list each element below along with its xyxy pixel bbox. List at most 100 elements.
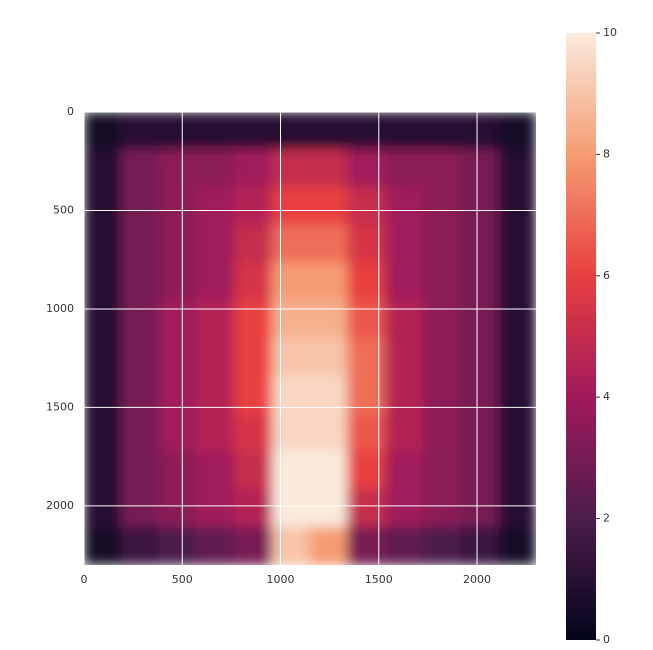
heatmap-cell — [384, 262, 424, 302]
y-tick-label: 2000 — [46, 499, 74, 512]
heatmap-cell — [158, 224, 198, 264]
colorbar-tick-label: 10 — [603, 26, 617, 39]
heatmap-cell — [347, 224, 386, 264]
heatmap-cell — [497, 187, 536, 226]
heatmap-cell — [196, 149, 236, 188]
heatmap-cell — [158, 375, 198, 415]
heatmap-cell — [121, 149, 160, 188]
y-tick-label: 500 — [53, 203, 74, 216]
heatmap-cell — [234, 300, 273, 339]
heatmap-cell — [121, 112, 160, 151]
heatmap-cell — [121, 262, 160, 302]
heatmap-cell — [497, 451, 536, 490]
heatmap-cell — [422, 413, 462, 453]
heatmap-cell — [121, 187, 160, 226]
heatmap-cell — [460, 375, 499, 415]
heatmap-cell — [497, 149, 536, 188]
heatmap-cell — [384, 451, 424, 490]
heatmap-cell — [84, 224, 123, 264]
heatmap-cell — [309, 375, 349, 415]
heatmap-cell — [196, 112, 236, 151]
heatmap-cell — [121, 526, 160, 565]
heatmap-cell — [497, 338, 536, 377]
heatmap-cell — [271, 224, 311, 264]
heatmap-cell — [158, 413, 198, 453]
heatmap-cell — [196, 375, 236, 415]
heatmap-cell — [497, 413, 536, 453]
heatmap-cell — [196, 489, 236, 528]
heatmap-cell — [347, 451, 386, 490]
heatmap-cell — [234, 149, 273, 188]
heatmap-cell — [384, 300, 424, 339]
heatmap-cell — [158, 489, 198, 528]
heatmap-cell — [497, 375, 536, 415]
heatmap-cell — [422, 187, 462, 226]
heatmap-cell — [460, 300, 499, 339]
heatmap-cell — [234, 187, 273, 226]
heatmap-cell — [234, 413, 273, 453]
heatmap-cell — [84, 489, 123, 528]
y-tick-label: 0 — [67, 105, 74, 118]
heatmap-cell — [158, 262, 198, 302]
heatmap-cell — [234, 112, 273, 151]
heatmap-cell — [422, 375, 462, 415]
heatmap-cell — [121, 338, 160, 377]
heatmap-cell — [271, 149, 311, 188]
heatmap-cell — [422, 262, 462, 302]
heatmap-cell — [158, 338, 198, 377]
colorbar-tick-label: 4 — [603, 390, 610, 403]
heatmap-cell — [234, 338, 273, 377]
heatmap-cell — [234, 489, 273, 528]
heatmap-cell — [422, 112, 462, 151]
heatmap-cell — [460, 526, 499, 565]
heatmap-cell — [84, 338, 123, 377]
heatmap-cell — [422, 526, 462, 565]
heatmap-cells — [84, 112, 536, 565]
heatmap-cell — [309, 224, 349, 264]
heatmap-cell — [309, 187, 349, 226]
heatmap-cell — [234, 375, 273, 415]
heatmap-cell — [271, 413, 311, 453]
heatmap-cell — [497, 262, 536, 302]
heatmap-cell — [121, 224, 160, 264]
heatmap-cell — [271, 375, 311, 415]
heatmap-cell — [422, 149, 462, 188]
heatmap-cell — [347, 262, 386, 302]
heatmap-cell — [460, 187, 499, 226]
heatmap-cell — [309, 262, 349, 302]
heatmap-cell — [347, 526, 386, 565]
heatmap-cell — [121, 413, 160, 453]
heatmap-cell — [84, 451, 123, 490]
heatmap-cell — [84, 112, 123, 151]
heatmap-cell — [347, 375, 386, 415]
heatmap-cell — [460, 112, 499, 151]
heatmap-cell — [497, 224, 536, 264]
heatmap-cell — [271, 338, 311, 377]
heatmap-cell — [309, 149, 349, 188]
heatmap-cell — [158, 300, 198, 339]
heatmap-cell — [384, 375, 424, 415]
heatmap-cell — [84, 375, 123, 415]
heatmap-cell — [121, 451, 160, 490]
heatmap — [84, 112, 536, 565]
heatmap-cell — [347, 489, 386, 528]
x-tick-label: 1500 — [365, 573, 393, 586]
heatmap-cell — [196, 451, 236, 490]
heatmap-cell — [460, 262, 499, 302]
heatmap-cell — [234, 224, 273, 264]
heatmap-cell — [309, 112, 349, 151]
heatmap-cell — [271, 451, 311, 490]
heatmap-cell — [384, 413, 424, 453]
heatmap-cell — [158, 526, 198, 565]
heatmap-cell — [196, 224, 236, 264]
heatmap-cell — [196, 300, 236, 339]
heatmap-cell — [384, 338, 424, 377]
heatmap-cell — [309, 413, 349, 453]
heatmap-cell — [422, 489, 462, 528]
heatmap-cell — [271, 489, 311, 528]
heatmap-cell — [234, 451, 273, 490]
heatmap-cell — [384, 526, 424, 565]
heatmap-cell — [309, 451, 349, 490]
heatmap-cell — [347, 187, 386, 226]
